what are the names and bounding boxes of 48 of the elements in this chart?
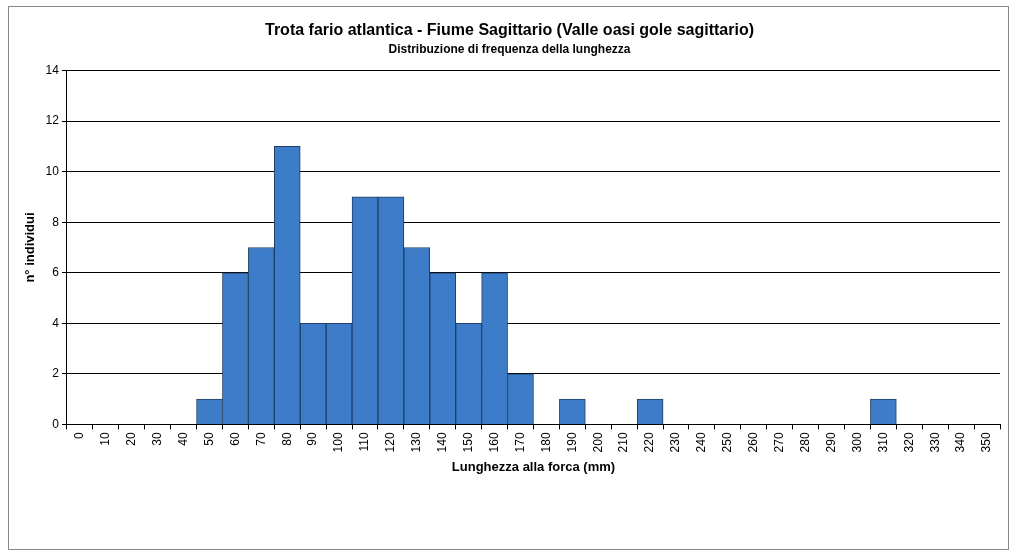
x-tick-label: 80 — [279, 432, 294, 446]
x-tick-label: 90 — [305, 432, 320, 446]
x-tick-label: 310 — [875, 432, 890, 453]
y-axis-title: n° individui — [22, 212, 38, 283]
x-tick-label: 160 — [486, 432, 501, 453]
x-tick-label: 220 — [642, 432, 657, 453]
x-tick-label: 250 — [720, 432, 735, 453]
x-tick-label: 290 — [823, 432, 838, 453]
x-tick-label: 110 — [357, 432, 372, 452]
x-tick-label: 140 — [435, 432, 450, 453]
x-tick-label: 70 — [253, 432, 268, 446]
x-tick-label: 10 — [98, 432, 113, 446]
x-tick-label: 60 — [227, 432, 242, 446]
x-tick-label: 340 — [953, 432, 968, 453]
x-tick-label: 270 — [772, 432, 787, 453]
x-tick-label: 100 — [331, 432, 346, 453]
x-tick-label: 120 — [383, 432, 398, 453]
x-tick-label: 300 — [849, 432, 864, 453]
x-tick-label: 170 — [512, 432, 527, 453]
y-tick-label: 4 — [52, 315, 60, 330]
y-tick-label: 0 — [52, 416, 60, 431]
x-tick-label: 130 — [409, 432, 424, 453]
x-tick-label: 20 — [124, 432, 139, 446]
y-tick-label: 8 — [52, 214, 60, 229]
x-tick-label: 150 — [460, 432, 475, 453]
x-tick-label: 210 — [616, 432, 631, 453]
x-tick-label: 320 — [901, 432, 916, 453]
x-tick-label: 230 — [668, 432, 683, 453]
x-tick-label: 200 — [590, 432, 605, 453]
y-tick-label: 6 — [52, 265, 60, 280]
x-tick-label: 330 — [927, 432, 942, 453]
x-tick-label: 240 — [694, 432, 709, 453]
x-tick-label: 180 — [538, 432, 553, 453]
x-tick-label: 50 — [201, 432, 216, 446]
x-axis-title: Lunghezza alla forca (mm) — [451, 458, 616, 474]
x-tick-label: 40 — [175, 432, 190, 446]
x-tick-label: 30 — [149, 432, 164, 446]
x-tick-label: 0 — [72, 432, 87, 440]
x-tick-label: 280 — [797, 432, 812, 453]
x-tick-label: 350 — [979, 432, 994, 453]
y-tick-label: 12 — [45, 113, 60, 128]
y-tick-label: 2 — [52, 366, 60, 381]
x-tick-label: 190 — [564, 432, 579, 453]
y-tick-label: 10 — [45, 163, 60, 178]
x-tick-label: 260 — [746, 432, 761, 453]
y-tick-label: 14 — [45, 62, 60, 77]
chart-title: Trota fario atlantica - Fiume Sagittario (Valle oasi gole sagittario) — [265, 21, 754, 39]
chart-subtitle: Distribuzione di frequenza della lunghezza — [388, 41, 631, 56]
